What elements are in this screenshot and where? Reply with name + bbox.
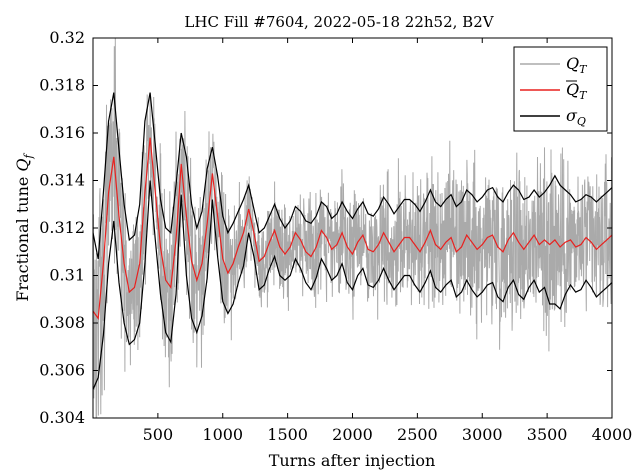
legend-label: σQ [566, 106, 586, 128]
y-tick-label: 0.314 [39, 171, 85, 190]
x-tick-label: 500 [143, 425, 174, 444]
series-raw-tune [92, 37, 613, 419]
x-tick-label: 4000 [592, 425, 633, 444]
y-tick-label: 0.308 [39, 313, 85, 332]
y-tick-label: 0.312 [39, 218, 85, 237]
plot-area [92, 37, 613, 419]
legend: QT QT σQ [513, 46, 608, 132]
x-tick-label: 1500 [267, 425, 308, 444]
x-tick-label: 3500 [527, 425, 568, 444]
legend-box [513, 46, 608, 132]
chart-title: LHC Fill #7604, 2022-05-18 22h52, B2V [184, 13, 494, 31]
y-tick-label: 0.316 [39, 123, 85, 142]
y-tick-label: 0.306 [39, 361, 85, 380]
y-tick-label: 0.318 [39, 76, 85, 95]
axis-ticks: 500 1000 1500 2000 2500 3000 3500 4000 0.304 0.30… [39, 28, 632, 444]
series-mean-tune [92, 137, 613, 320]
y-axis-title: Fractional tune Qf [13, 152, 35, 301]
series-sigma-lower [92, 180, 613, 390]
y-tick-label: 0.32 [49, 28, 85, 47]
legend-label: QT [566, 80, 588, 102]
x-axis-title: Turns after injection [269, 451, 436, 470]
y-tick-label: 0.304 [39, 408, 85, 427]
x-tick-label: 1000 [202, 425, 243, 444]
legend-label: QT [566, 54, 588, 76]
y-tick-label: 0.31 [49, 266, 85, 285]
x-tick-label: 2000 [332, 425, 373, 444]
series-sigma-upper [92, 92, 613, 260]
x-tick-label: 2500 [397, 425, 438, 444]
x-tick-label: 3000 [462, 425, 503, 444]
